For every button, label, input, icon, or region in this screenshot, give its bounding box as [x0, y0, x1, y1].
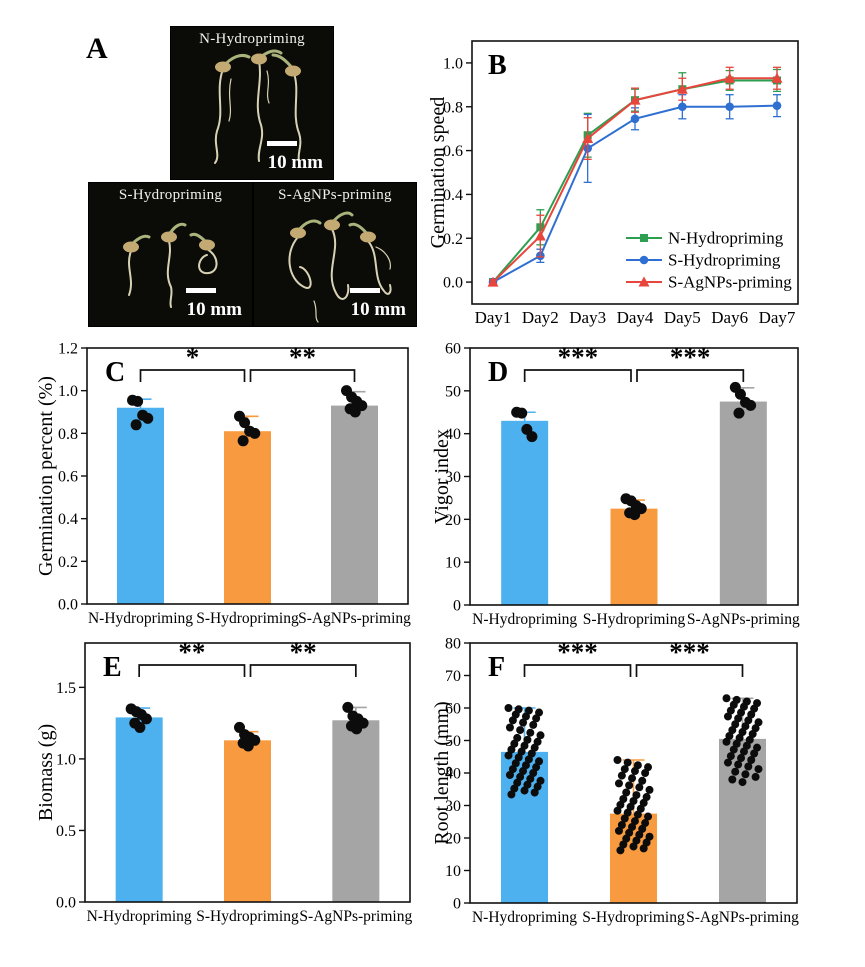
svg-text:S-Hydropriming: S-Hydropriming	[196, 610, 299, 627]
svg-text:***: ***	[670, 342, 711, 372]
svg-text:0.4: 0.4	[443, 187, 463, 204]
svg-text:S-Hydropriming: S-Hydropriming	[583, 611, 686, 628]
svg-text:***: ***	[558, 342, 599, 372]
panel-d-vigor-index-bar-chart: 0 10 20 30 40 50 60 N-Hydropriming S-Hydroprimin…	[431, 341, 800, 629]
svg-text:0: 0	[453, 598, 461, 615]
svg-text:Day6: Day6	[711, 308, 748, 327]
svg-text:0: 0	[453, 896, 461, 913]
svg-text:Biomass (g): Biomass (g)	[35, 724, 57, 821]
svg-text:D: D	[488, 357, 508, 388]
svg-text:***: ***	[669, 637, 710, 667]
scale-bar	[267, 141, 297, 146]
svg-text:10: 10	[445, 555, 461, 572]
svg-text:S-AgNPs-priming: S-AgNPs-priming	[298, 610, 411, 627]
scale-label: 10 mm	[350, 299, 406, 320]
panel-e-biomass-bar-chart: 0.0 0.5 1.0 1.5 N-Hydropriming S-Hydropriming…	[35, 637, 412, 925]
svg-text:50: 50	[445, 733, 461, 750]
panel-c-germination-percent-bar-chart: 0.0 0.2 0.4 0.6 0.8 1.0 1.2 N-Hydropriming S-Hyd…	[35, 341, 411, 628]
seedling-illustration	[288, 211, 392, 323]
svg-text:N-Hydropriming: N-Hydropriming	[472, 611, 577, 628]
svg-text:1.0: 1.0	[58, 383, 78, 400]
svg-text:**: **	[178, 637, 205, 667]
svg-text:0.6: 0.6	[58, 469, 78, 486]
svg-text:0.8: 0.8	[58, 426, 78, 443]
svg-text:Day3: Day3	[569, 308, 606, 327]
svg-text:0.5: 0.5	[56, 823, 76, 840]
svg-text:Day7: Day7	[759, 308, 796, 327]
svg-text:S-AgNPs-priming: S-AgNPs-priming	[299, 908, 412, 925]
svg-text:***: ***	[557, 637, 598, 667]
seedling-illustration	[123, 222, 218, 308]
svg-text:S-AgNPs-priming: S-AgNPs-priming	[687, 611, 800, 628]
photo-title: S-AgNPs-priming	[278, 187, 392, 203]
svg-text:1.0: 1.0	[56, 751, 76, 768]
svg-text:30: 30	[445, 469, 461, 486]
svg-text:0.0: 0.0	[56, 895, 76, 912]
svg-text:10: 10	[445, 863, 461, 880]
panel-f-root-length-bar-chart: 0 10 20 30 40 50 60 70 80 N-Hydropriming S-Hydropr…	[431, 636, 799, 927]
scale-label: 10 mm	[186, 299, 242, 320]
svg-text:40: 40	[445, 766, 461, 783]
svg-text:Day4: Day4	[617, 308, 654, 327]
svg-text:**: **	[289, 342, 316, 372]
svg-text:20: 20	[445, 512, 461, 529]
svg-text:40: 40	[445, 426, 461, 443]
svg-text:N-Hydropriming: N-Hydropriming	[472, 909, 577, 926]
svg-text:1.2: 1.2	[58, 341, 78, 358]
svg-text:50: 50	[445, 383, 461, 400]
svg-text:N-Hydropriming: N-Hydropriming	[668, 229, 784, 248]
svg-text:N-Hydropriming: N-Hydropriming	[87, 908, 192, 925]
svg-text:S-Hydropriming: S-Hydropriming	[582, 909, 685, 926]
photo-s-agnps-priming: S-AgNPs-priming 10 mm	[253, 182, 417, 327]
svg-text:60: 60	[445, 701, 461, 718]
svg-text:0.8: 0.8	[443, 99, 463, 116]
panel-a-label: A	[86, 32, 108, 65]
svg-text:0.0: 0.0	[58, 597, 78, 614]
photo-n-hydropriming: N-Hydropriming 10 mm	[170, 26, 334, 180]
scale-label: 10 mm	[267, 152, 323, 173]
svg-text:0.0: 0.0	[443, 275, 463, 292]
svg-text:20: 20	[445, 831, 461, 848]
svg-text:0.6: 0.6	[443, 143, 463, 160]
svg-text:Germination speed: Germination speed	[430, 97, 449, 249]
svg-text:0.4: 0.4	[58, 511, 78, 528]
photo-title: S-Hydropriming	[118, 187, 223, 203]
scale-bar	[350, 288, 380, 293]
svg-text:F: F	[488, 652, 505, 683]
svg-text:Root length (mm): Root length (mm)	[431, 701, 453, 844]
svg-text:Day2: Day2	[522, 308, 559, 327]
svg-text:*: *	[186, 342, 200, 372]
svg-text:30: 30	[445, 798, 461, 815]
svg-text:Germination percent (%): Germination percent (%)	[35, 376, 57, 576]
photo-s-hydropriming: S-Hydropriming 10 mm	[88, 182, 253, 327]
svg-text:0.2: 0.2	[58, 554, 78, 571]
svg-text:60: 60	[445, 341, 461, 358]
svg-text:Day1: Day1	[475, 308, 512, 327]
svg-text:1.0: 1.0	[443, 55, 463, 72]
svg-text:S-AgNPs-priming: S-AgNPs-priming	[668, 273, 792, 292]
svg-text:S-Hydropriming: S-Hydropriming	[196, 908, 299, 925]
svg-text:S-AgNPs-priming: S-AgNPs-priming	[686, 909, 799, 926]
svg-text:70: 70	[445, 668, 461, 685]
scale-bar	[186, 288, 216, 293]
svg-text:N-Hydropriming: N-Hydropriming	[88, 610, 193, 627]
svg-text:0.2: 0.2	[443, 231, 463, 248]
seedling-illustration	[214, 49, 302, 164]
svg-text:Day5: Day5	[664, 308, 701, 327]
svg-text:B: B	[488, 50, 507, 81]
panel-b-germination-speed-line-chart: 0.0 0.2 0.4 0.6 0.8 1.0 Day1 Day2 Day3 Day4 Day5 Da…	[430, 40, 799, 327]
svg-text:C: C	[105, 357, 125, 388]
svg-text:1.5: 1.5	[56, 680, 76, 697]
svg-text:S-Hydropriming: S-Hydropriming	[668, 251, 781, 270]
svg-text:Vigor index: Vigor index	[431, 429, 453, 524]
svg-text:80: 80	[445, 636, 461, 653]
photo-title: N-Hydropriming	[199, 31, 305, 47]
svg-text:E: E	[103, 652, 122, 683]
svg-text:**: **	[290, 637, 317, 667]
